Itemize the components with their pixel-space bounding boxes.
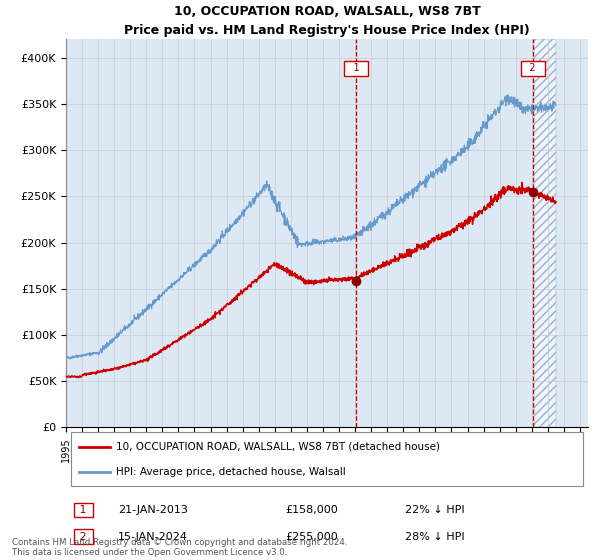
Text: 21-JAN-2013: 21-JAN-2013 bbox=[118, 505, 188, 515]
Text: 10, OCCUPATION ROAD, WALSALL, WS8 7BT (detached house): 10, OCCUPATION ROAD, WALSALL, WS8 7BT (d… bbox=[116, 442, 440, 452]
Text: 2: 2 bbox=[523, 63, 542, 73]
Text: 1: 1 bbox=[76, 505, 91, 515]
Text: 1: 1 bbox=[347, 63, 365, 73]
Title: 10, OCCUPATION ROAD, WALSALL, WS8 7BT
Price paid vs. HM Land Registry's House Pr: 10, OCCUPATION ROAD, WALSALL, WS8 7BT Pr… bbox=[124, 4, 530, 36]
Text: 2: 2 bbox=[76, 531, 91, 542]
Text: 15-JAN-2024: 15-JAN-2024 bbox=[118, 531, 188, 542]
FancyBboxPatch shape bbox=[71, 432, 583, 486]
Text: 28% ↓ HPI: 28% ↓ HPI bbox=[406, 531, 465, 542]
Text: £255,000: £255,000 bbox=[285, 531, 338, 542]
Text: Contains HM Land Registry data © Crown copyright and database right 2024.
This d: Contains HM Land Registry data © Crown c… bbox=[12, 538, 347, 557]
Text: £158,000: £158,000 bbox=[285, 505, 338, 515]
Text: 22% ↓ HPI: 22% ↓ HPI bbox=[406, 505, 465, 515]
Text: HPI: Average price, detached house, Walsall: HPI: Average price, detached house, Wals… bbox=[116, 468, 346, 477]
